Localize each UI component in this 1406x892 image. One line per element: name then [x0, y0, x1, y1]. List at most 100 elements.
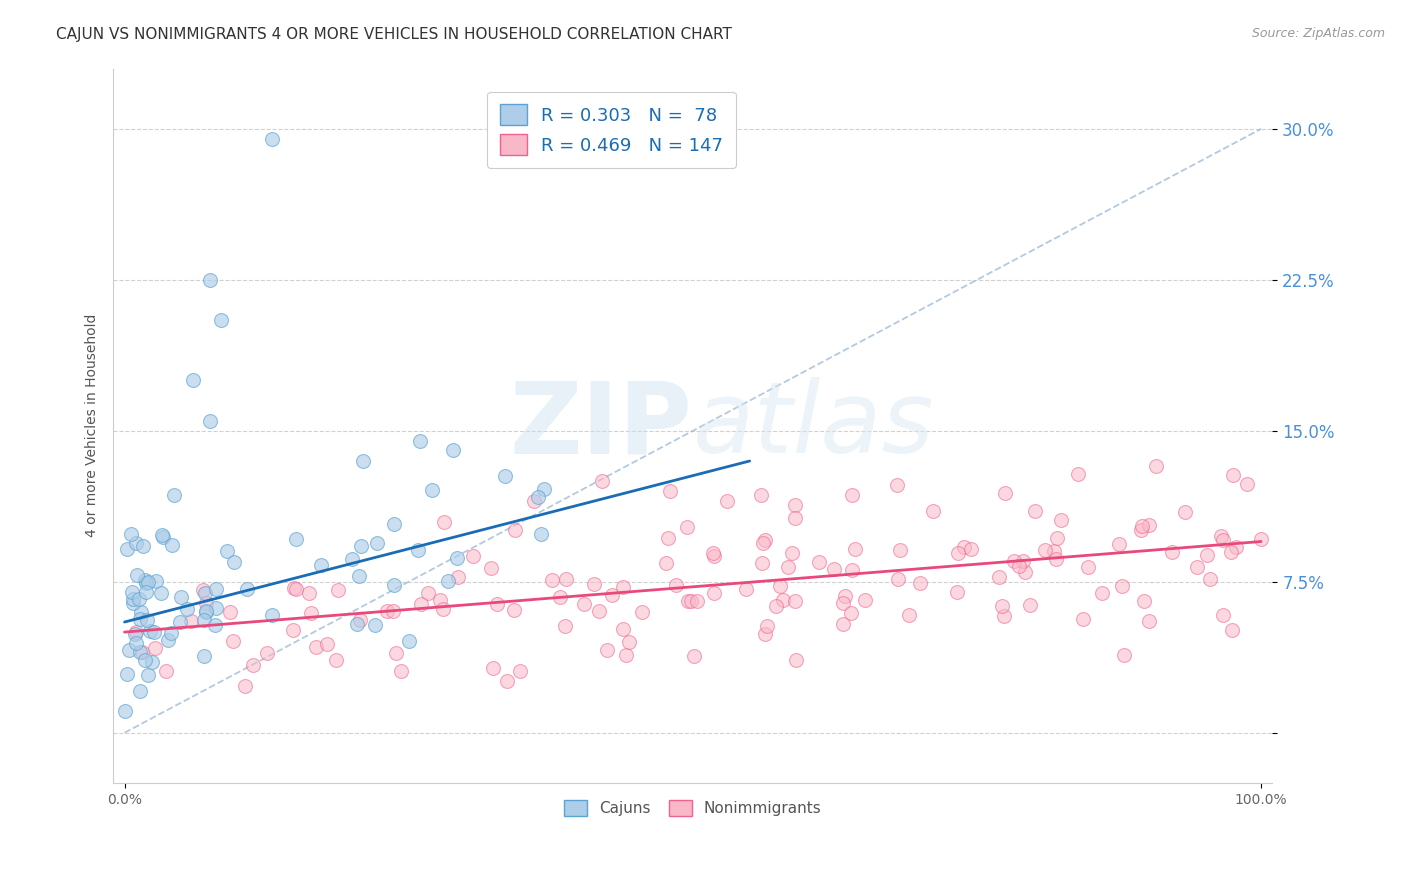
Point — [600, 589, 623, 603]
Point — [614, 648, 637, 662]
Text: Source: ZipAtlas.com: Source: ZipAtlas.com — [1251, 27, 1385, 40]
Point — [523, 494, 546, 508]
Point — [1045, 552, 1067, 566]
Point — [541, 573, 564, 587]
Point — [340, 552, 363, 566]
Point — [129, 683, 152, 698]
Legend: Cajuns, Nonimmigrants: Cajuns, Nonimmigrants — [555, 791, 831, 825]
Point — [204, 601, 226, 615]
Point — [716, 494, 738, 508]
Point — [136, 668, 159, 682]
Point — [433, 515, 456, 529]
Point — [135, 613, 157, 627]
Point — [1033, 543, 1056, 558]
Point — [198, 414, 221, 428]
Point — [676, 594, 699, 608]
Point — [591, 474, 613, 488]
Point — [132, 539, 155, 553]
Point — [1018, 599, 1040, 613]
Point — [1108, 536, 1130, 550]
Point — [194, 586, 217, 600]
Point — [889, 542, 911, 557]
Point — [299, 606, 322, 620]
Point — [1091, 586, 1114, 600]
Point — [150, 586, 173, 600]
Point — [170, 590, 193, 604]
Point — [125, 536, 148, 550]
Point — [655, 556, 678, 570]
Point — [124, 627, 146, 641]
Point — [595, 642, 617, 657]
Point — [481, 661, 503, 675]
Point — [703, 549, 725, 564]
Point — [780, 546, 803, 560]
Point — [1212, 607, 1234, 622]
Point — [420, 483, 443, 497]
Point — [751, 557, 773, 571]
Point — [582, 577, 605, 591]
Point — [1046, 531, 1069, 545]
Point — [325, 653, 347, 667]
Text: ZIP: ZIP — [510, 377, 693, 475]
Point — [1114, 648, 1136, 663]
Point — [145, 574, 167, 588]
Point — [205, 582, 228, 597]
Point — [617, 635, 640, 649]
Point — [783, 498, 806, 512]
Point — [176, 602, 198, 616]
Point — [952, 540, 974, 554]
Point — [121, 596, 143, 610]
Point — [987, 570, 1010, 584]
Point — [1236, 477, 1258, 491]
Point — [509, 664, 531, 678]
Point — [349, 613, 371, 627]
Point — [555, 572, 578, 586]
Point — [131, 645, 153, 659]
Point — [479, 561, 502, 575]
Point — [222, 555, 245, 569]
Point — [409, 434, 432, 448]
Point — [1024, 504, 1046, 518]
Point — [550, 590, 572, 604]
Point — [776, 559, 799, 574]
Point — [461, 549, 484, 564]
Point — [447, 570, 470, 584]
Point — [502, 603, 524, 617]
Point — [1199, 572, 1222, 586]
Point — [139, 624, 162, 638]
Point — [160, 538, 183, 552]
Point — [1071, 612, 1094, 626]
Point — [134, 585, 156, 599]
Point — [1174, 505, 1197, 519]
Point — [122, 591, 145, 606]
Point — [118, 643, 141, 657]
Point — [328, 582, 350, 597]
Point — [128, 592, 150, 607]
Point — [702, 546, 724, 560]
Point — [831, 616, 853, 631]
Point — [283, 623, 305, 637]
Point — [256, 646, 278, 660]
Point — [129, 611, 152, 625]
Text: CAJUN VS NONIMMIGRANTS 4 OR MORE VEHICLES IN HOUSEHOLD CORRELATION CHART: CAJUN VS NONIMMIGRANTS 4 OR MORE VEHICLE… — [56, 27, 733, 42]
Point — [115, 542, 138, 557]
Point — [409, 597, 432, 611]
Point — [375, 604, 398, 618]
Point — [769, 579, 792, 593]
Point — [195, 604, 218, 618]
Point — [752, 535, 775, 549]
Point — [349, 569, 371, 583]
Point — [921, 503, 943, 517]
Point — [1129, 523, 1152, 537]
Point — [134, 653, 156, 667]
Point — [657, 532, 679, 546]
Point — [382, 604, 405, 618]
Point — [1250, 532, 1272, 546]
Point — [503, 523, 526, 537]
Point — [233, 679, 256, 693]
Point — [772, 593, 794, 607]
Point — [121, 585, 143, 599]
Point — [686, 593, 709, 607]
Point — [554, 618, 576, 632]
Point — [285, 582, 308, 597]
